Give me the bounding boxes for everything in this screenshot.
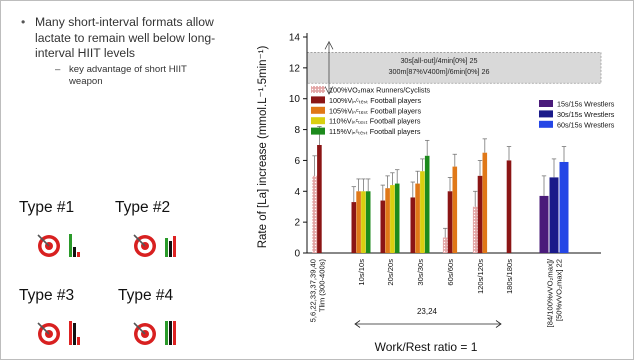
bar-football105	[482, 152, 488, 253]
bar-football100	[380, 200, 386, 253]
ref-label: 23,24	[417, 307, 438, 316]
band-label-2: 300m[87%V400m]/6min[0%] 26	[388, 67, 489, 76]
bar-football100	[447, 191, 453, 253]
x-category-label: 10s/10s	[357, 259, 366, 286]
band-arrow-head-top	[324, 40, 334, 50]
legend-swatch-football105	[311, 106, 325, 114]
legend-swatch-wrestlers60	[539, 120, 553, 128]
y-tick-label: 6	[294, 156, 300, 167]
y-tick-label: 0	[294, 249, 300, 260]
x-category-label: 30s/30s	[416, 259, 425, 286]
x-category-label: [84/100%vVO₂max]/	[546, 258, 555, 327]
bar-runners	[312, 175, 317, 253]
bar-football105	[415, 183, 420, 253]
chart-area: 30s[all-out]/4min[0%] 25 300m[87%V400m]/6…	[239, 1, 633, 359]
bar-football100	[351, 202, 357, 253]
bar-wrestlers60	[559, 161, 569, 253]
legend-label-wrestlers60: 60s/15s Wrestlers	[557, 120, 615, 129]
band-label-1: 30s[all-out]/4min[0%] 25	[400, 56, 477, 65]
ref-arrow-right	[495, 320, 502, 328]
bullet-list: Many short-interval formats allow lactat…	[21, 15, 221, 88]
bar-football110	[420, 171, 425, 253]
bar-football110	[390, 185, 395, 253]
bar-runners	[472, 206, 478, 253]
legend-swatch-runners	[311, 86, 325, 93]
bar-football115	[424, 155, 430, 253]
type-3-label: Type #3	[19, 287, 75, 304]
x-category-label: 20s/20s	[386, 259, 395, 286]
bar-football115	[394, 183, 400, 253]
target-bars-1-icon	[37, 234, 80, 257]
target-bars-4-icon	[133, 321, 176, 345]
legend-swatch-football115	[311, 127, 325, 135]
x-category-label: 120s/120s	[476, 259, 485, 294]
band-arrow-head-bottom	[324, 86, 334, 95]
type-2-label: Type #2	[115, 199, 171, 216]
lactate-chart: 30s[all-out]/4min[0%] 25 300m[87%V400m]/6…	[257, 33, 615, 355]
legend-label-wrestlers15: 15s/15s Wrestlers	[557, 100, 615, 109]
bar-football100	[317, 145, 322, 253]
bar-wrestlers30	[549, 177, 559, 253]
legend-label-football115: 115%Vᵢₙᶜₜₑₛₜ Football players	[329, 127, 421, 136]
bar-football100	[506, 160, 512, 253]
x-category-label: [50%vVO₂max] 22	[555, 259, 564, 321]
x-category-label: Tlim (300-400s)	[318, 259, 327, 313]
bar-football105	[356, 191, 361, 253]
bar-wrestlers15	[539, 195, 549, 253]
ref-arrow-left	[354, 320, 361, 328]
y-tick-label: 4	[294, 187, 300, 198]
y-tick-label: 10	[289, 94, 301, 105]
bar-football115	[365, 191, 371, 253]
bar-football100	[410, 197, 416, 253]
legend-label-football100: 100%Vᵢₙᶜₜₑₛₜ Football players	[329, 96, 421, 105]
bar-football105	[452, 166, 458, 253]
legend-label-football105: 105%Vᵢₙᶜₜₑₛₜ Football players	[329, 106, 421, 115]
legend-swatch-football100	[311, 96, 325, 104]
legend-label-runners: 100%VO₂max Runners/Cyclists	[329, 86, 430, 95]
target-bars-3-icon	[37, 321, 80, 345]
legend-swatch-wrestlers15	[539, 100, 553, 107]
y-tick-label: 14	[289, 33, 301, 44]
y-tick-label: 8	[294, 125, 300, 136]
type-4-label: Type #4	[118, 287, 174, 304]
x-category-label: 5,6,22,33,37,39,40	[309, 259, 318, 322]
y-tick-label: 12	[289, 63, 301, 74]
x-category-label: 180s/180s	[505, 259, 514, 294]
legend-swatch-football110	[311, 117, 325, 125]
x-axis-label: Work/Rest ratio = 1	[375, 340, 478, 354]
bullet-sub: key advantage of short HIIT weapon	[55, 64, 221, 88]
legend-label-football110: 110%Vᵢₙᶜₜₑₛₜ Football players	[329, 117, 421, 126]
y-axis-label: Rate of [La] increase (mmol.L⁻¹.5min⁻¹)	[257, 46, 269, 249]
bar-runners	[442, 237, 448, 253]
bar-football105	[385, 188, 390, 253]
text-panel: Many short-interval formats allow lactat…	[1, 1, 236, 359]
bar-football100	[477, 175, 483, 253]
y-tick-label: 2	[294, 218, 300, 229]
type-1-label: Type #1	[19, 199, 75, 216]
legend-label-wrestlers30: 30s/15s Wrestlers	[557, 110, 615, 119]
band-rect	[306, 52, 602, 84]
bullet-main: Many short-interval formats allow lactat…	[21, 15, 221, 62]
bar-football110	[361, 191, 366, 253]
target-bars-2-icon	[133, 234, 176, 257]
legend-swatch-wrestlers30	[539, 110, 553, 118]
x-category-label: 60s/60s	[446, 259, 455, 286]
